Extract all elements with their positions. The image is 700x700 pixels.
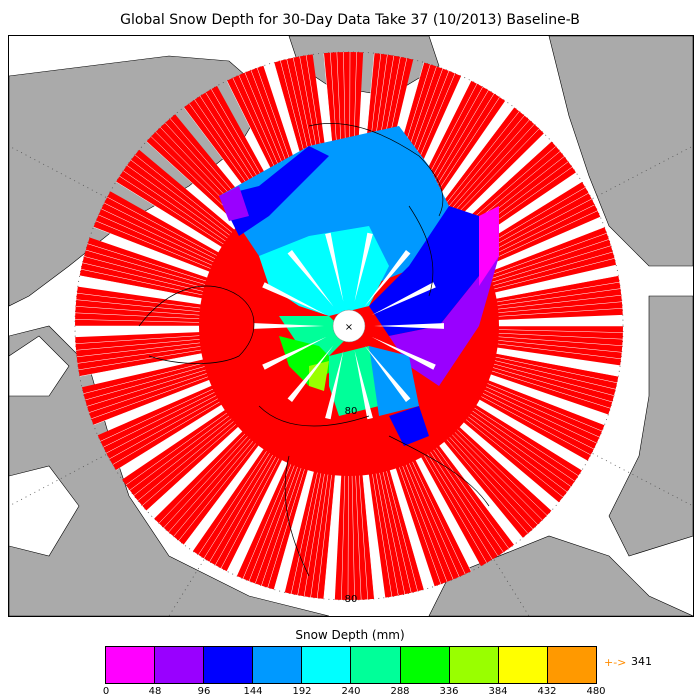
colorbar-tick-label: 384	[488, 686, 508, 697]
data-gap-streak	[364, 345, 411, 403]
polar-map-svg: × 80 80	[9, 36, 693, 616]
colorbar-swatch	[204, 647, 254, 683]
data-gap-streak	[371, 282, 436, 316]
latitude-label-bottom: 80	[345, 594, 358, 605]
snow-depth-cell	[389, 406, 429, 446]
colorbar-swatch	[449, 647, 499, 683]
colorbar-tick-label: 480	[586, 686, 606, 697]
coastlines	[138, 123, 490, 577]
snow-depth-cell	[219, 186, 249, 221]
max-value-label: 341	[631, 655, 652, 668]
colorbar-tick-label: 0	[102, 686, 110, 697]
max-value-arrow: +->	[604, 656, 627, 669]
land-island-south	[9, 465, 80, 557]
snow-depth-cell	[479, 206, 499, 286]
colorbar-swatch	[547, 647, 596, 683]
colorbar-swatch	[400, 647, 450, 683]
colorbar-swatch	[351, 647, 401, 683]
data-gap-streak	[254, 323, 324, 329]
data-gap-streak	[354, 350, 373, 420]
snow-depth-cell	[219, 126, 449, 286]
colorbar-tick-label: 96	[197, 686, 211, 697]
colorbar-tick-label: 432	[537, 686, 557, 697]
colorbar	[105, 646, 597, 684]
colorbar-swatch	[106, 647, 156, 683]
data-gap-streak	[325, 350, 344, 420]
colorbar-label: Snow Depth (mm)	[295, 628, 405, 642]
data-gap-streak	[354, 232, 373, 302]
land-north-america-east	[548, 36, 693, 267]
data-gap-streak	[287, 249, 334, 307]
land-north-america-west	[608, 295, 693, 557]
pole-marker: ×	[345, 322, 353, 333]
colorbar-swatch	[498, 647, 548, 683]
map-title: Global Snow Depth for 30-Day Data Take 3…	[120, 12, 580, 28]
colorbar-tick-label: 288	[390, 686, 410, 697]
data-gap-streak	[364, 249, 411, 307]
inner-snow-depth-region	[219, 126, 499, 446]
land-alaska	[428, 535, 693, 616]
pole-hole	[332, 309, 366, 343]
data-gap-streak	[262, 282, 327, 316]
colorbar-tick-label: 192	[292, 686, 312, 697]
colorbar-swatch	[302, 647, 352, 683]
data-gap-streak	[374, 323, 444, 329]
colorbar-tick-label: 240	[341, 686, 361, 697]
colorbar-tick-label: 144	[243, 686, 263, 697]
data-gap-streak	[262, 336, 327, 370]
colorbar-swatch	[155, 647, 205, 683]
land-island-west	[9, 335, 70, 397]
colorbar-tick-label: 336	[439, 686, 459, 697]
data-gap-streak	[287, 345, 334, 403]
polar-map: × 80 80	[8, 35, 694, 617]
data-gap-streak	[325, 232, 344, 302]
colorbar-tick-label: 48	[148, 686, 162, 697]
colorbar-swatch	[253, 647, 303, 683]
latitude-label-top: 80	[345, 406, 358, 417]
snow-depth-cell	[389, 236, 499, 386]
data-gap-streak	[371, 336, 436, 370]
